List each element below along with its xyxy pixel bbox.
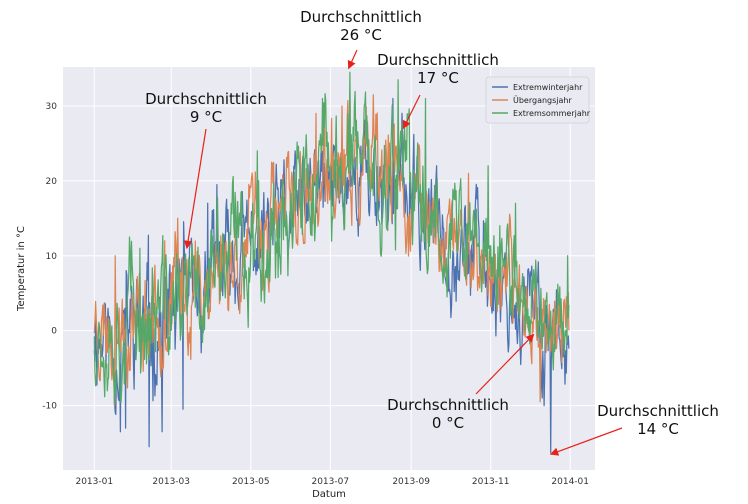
legend-label: Übergangsjahr <box>513 95 572 105</box>
annotation-text: Durchschnittlich 9 °C <box>145 90 267 126</box>
x-axis-label: Datum <box>312 489 346 499</box>
x-tick-label: 2013-03 <box>152 477 190 487</box>
annotation-arrow <box>475 333 535 395</box>
x-tick-label: 2013-01 <box>75 477 113 487</box>
legend-label: Extremwinterjahr <box>513 83 583 92</box>
y-tick-label: 30 <box>46 102 58 112</box>
annotation-arrow <box>549 427 623 456</box>
annotation-text: Durchschnittlich 0 °C <box>387 396 509 432</box>
annotation-text: Durchschnittlich 17 °C <box>377 51 499 87</box>
annotation-line: Durchschnittlich <box>377 51 499 69</box>
annotation-line: Durchschnittlich <box>300 8 422 26</box>
y-tick-label: 20 <box>46 177 58 187</box>
y-tick-label: -10 <box>42 402 57 412</box>
y-axis-ticks: -10 0 10 20 30 <box>42 102 57 412</box>
annotation-line: 9 °C <box>190 108 222 126</box>
annotation-text: Durchschnittlich 14 °C <box>597 402 719 438</box>
annotation-line: Durchschnittlich <box>387 396 509 414</box>
y-tick-label: 0 <box>51 327 57 337</box>
annotation-line: Durchschnittlich <box>145 90 267 108</box>
series-layer <box>93 71 570 454</box>
x-tick-label: 2014-01 <box>551 477 589 487</box>
annotation-line: 17 °C <box>417 69 459 87</box>
x-axis-ticks: 2013-01 2013-03 2013-05 2013-07 2013-09 2013-… <box>75 477 589 487</box>
annotation-line: Durchschnittlich <box>597 402 719 420</box>
x-tick-label: 2013-09 <box>392 477 430 487</box>
annotation-line: 0 °C <box>432 414 464 432</box>
series-line-2 <box>93 71 570 406</box>
legend-label: Extremsommerjahr <box>513 109 591 118</box>
annotation-line: 14 °C <box>637 420 679 438</box>
y-axis-label: Temperatur in °C <box>16 226 27 312</box>
annotation-arrow <box>402 94 421 130</box>
annotation-text: Durchschnittlich 26 °C <box>300 8 422 44</box>
annotation-line: 26 °C <box>340 26 382 44</box>
annotation-arrow <box>347 49 358 70</box>
x-tick-label: 2013-05 <box>232 477 270 487</box>
legend: Extremwinterjahr Übergangsjahr Extremsomme… <box>485 76 591 124</box>
x-tick-label: 2013-11 <box>472 477 510 487</box>
x-tick-label: 2013-07 <box>311 477 349 487</box>
annotation-arrow <box>183 128 207 250</box>
legend-box <box>485 76 590 124</box>
y-tick-label: 10 <box>46 252 58 262</box>
